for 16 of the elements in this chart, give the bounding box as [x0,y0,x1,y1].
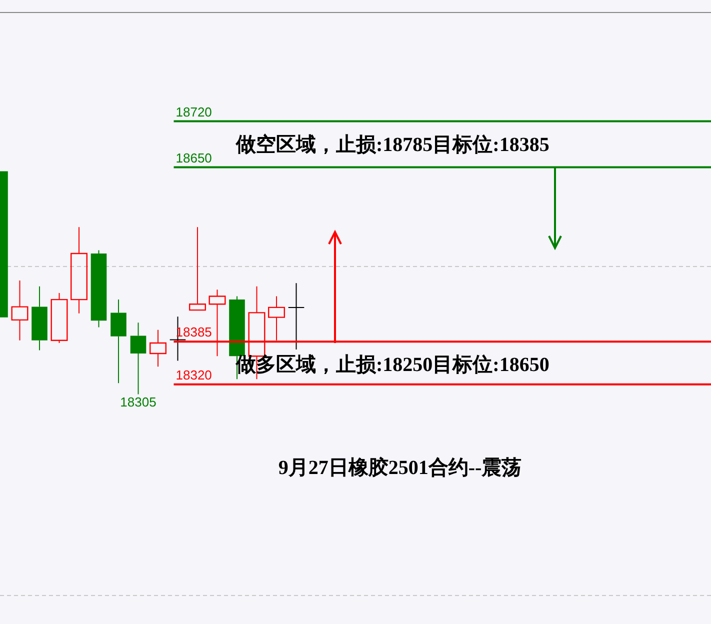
candlestick [288,282,305,350]
ref-line-label: 18720 [176,104,212,120]
candlestick [130,322,146,395]
candlestick [11,280,28,341]
candlestick [90,250,107,328]
candlestick [110,299,126,384]
ref-line-label: 18650 [176,150,212,166]
candlestick [189,226,206,311]
candlestick [150,329,166,368]
candlestick [32,286,48,351]
annotation: 做空区域，止损:18785目标位:18385 [236,132,550,158]
candlestick [70,226,88,314]
text: 9月27日橡胶2501合约--震荡 [277,456,523,481]
candlestick [50,292,68,344]
annotation: 18305 [120,394,156,410]
ref-line-label: 18320 [176,368,212,383]
